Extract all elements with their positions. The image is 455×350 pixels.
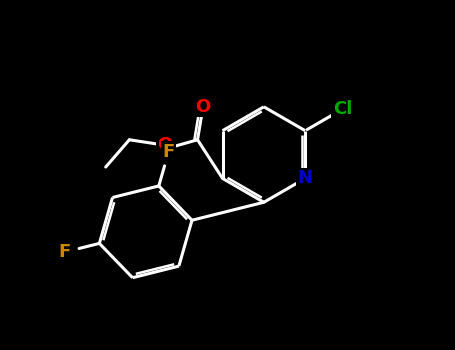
Text: F: F bbox=[162, 143, 175, 161]
Text: F: F bbox=[59, 243, 71, 261]
Text: Cl: Cl bbox=[333, 100, 352, 118]
Text: O: O bbox=[195, 98, 211, 116]
Text: O: O bbox=[157, 136, 172, 154]
Text: N: N bbox=[298, 169, 313, 187]
